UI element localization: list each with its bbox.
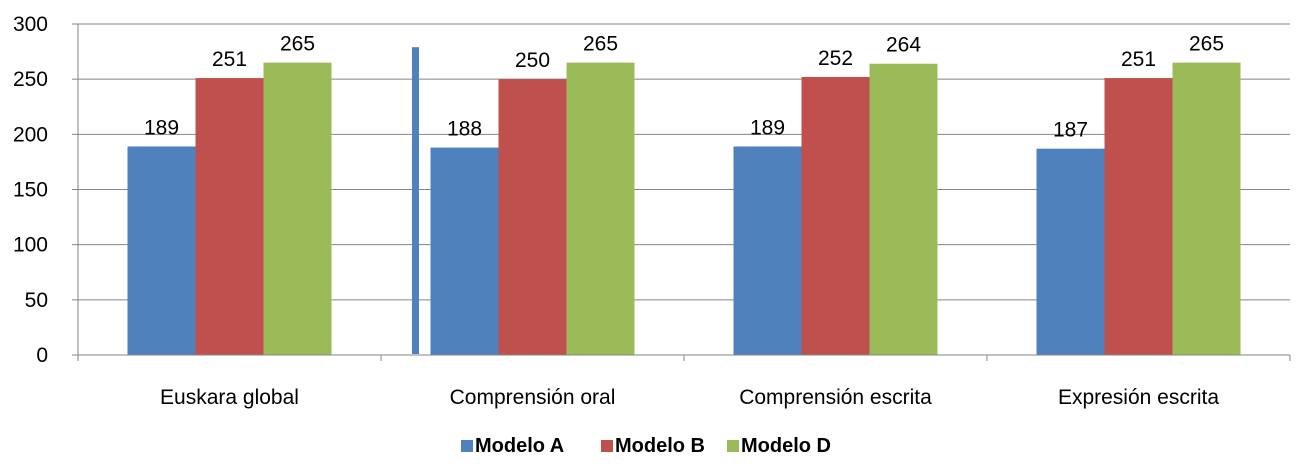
data-label: 250 bbox=[515, 49, 550, 72]
data-label: 251 bbox=[212, 48, 247, 71]
legend-swatch bbox=[727, 440, 739, 452]
bar bbox=[263, 62, 332, 355]
y-tick-label: 250 bbox=[13, 68, 48, 91]
category-label: Expresión escrita bbox=[1058, 386, 1219, 409]
data-label: 188 bbox=[447, 118, 482, 141]
data-label: 189 bbox=[750, 116, 785, 139]
data-label: 252 bbox=[818, 47, 853, 70]
category-label: Euskara global bbox=[160, 386, 299, 409]
bar bbox=[733, 146, 802, 355]
data-label: 264 bbox=[886, 34, 921, 57]
data-label: 265 bbox=[583, 33, 618, 56]
legend-label: Modelo A bbox=[475, 435, 564, 457]
bars bbox=[127, 47, 1241, 356]
legend: Modelo A Modelo B Modelo D bbox=[461, 435, 831, 457]
bar bbox=[498, 79, 567, 356]
category-label: Comprensión escrita bbox=[739, 386, 932, 409]
bar bbox=[195, 78, 264, 356]
marker-bar bbox=[412, 47, 419, 355]
bar bbox=[430, 147, 499, 355]
bar bbox=[869, 63, 938, 355]
y-tick-label: 150 bbox=[13, 179, 48, 202]
bar bbox=[127, 146, 196, 355]
data-label: 265 bbox=[280, 33, 315, 56]
legend-label: Modelo D bbox=[741, 435, 831, 457]
y-tick-label: 100 bbox=[13, 234, 48, 257]
bar bbox=[1172, 62, 1241, 355]
bar bbox=[801, 76, 870, 356]
axes bbox=[72, 23, 1291, 361]
data-label: 251 bbox=[1121, 48, 1156, 71]
y-tick-label: 300 bbox=[13, 13, 48, 36]
legend-swatch bbox=[461, 440, 473, 452]
data-label: 189 bbox=[144, 116, 179, 139]
y-tick-label: 50 bbox=[25, 289, 48, 312]
legend-swatch bbox=[601, 440, 613, 452]
labels: 0 50 100 150 200 250 300 189 251 265 Euskara globa… bbox=[13, 13, 1224, 409]
category-label: Comprensión oral bbox=[450, 386, 616, 409]
data-label: 265 bbox=[1189, 33, 1224, 56]
legend-label: Modelo B bbox=[615, 435, 705, 457]
data-label: 187 bbox=[1053, 119, 1088, 142]
y-tick-label: 0 bbox=[36, 344, 48, 367]
bar bbox=[1036, 148, 1105, 355]
bar bbox=[566, 62, 635, 355]
bar bbox=[1104, 78, 1173, 356]
y-tick-label: 200 bbox=[13, 123, 48, 146]
